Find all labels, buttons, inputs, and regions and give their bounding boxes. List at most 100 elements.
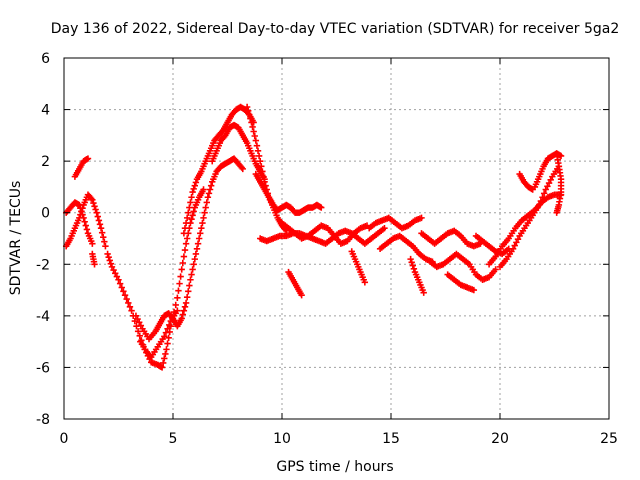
data-point [253, 142, 261, 149]
data-point [410, 265, 418, 272]
data-point [257, 157, 264, 165]
data-point [102, 243, 109, 250]
y-tick-labels: -8 -6 -4 -2 0 2 4 6 [36, 51, 50, 428]
data-point [537, 197, 545, 205]
data-point [88, 195, 95, 202]
data-point [81, 218, 88, 225]
data-point [191, 182, 198, 189]
y-tick-label: -4 [36, 309, 50, 325]
data-point [185, 288, 192, 295]
data-point [409, 262, 416, 269]
data-point [179, 311, 187, 318]
data-point [248, 119, 255, 126]
x-tick-label: 15 [382, 431, 400, 447]
series-arc-mid-8 [444, 271, 478, 294]
data-point [181, 224, 189, 232]
data-point [249, 123, 256, 131]
data-point [197, 230, 204, 237]
data-point [204, 194, 212, 201]
data-point [162, 329, 170, 336]
data-point [218, 128, 226, 135]
series-arc-low-10 [285, 268, 305, 299]
data-point [126, 303, 134, 311]
data-point [251, 132, 258, 140]
data-point [221, 133, 228, 140]
data-point [190, 261, 197, 268]
data-point [205, 190, 213, 197]
data-point [176, 280, 183, 287]
data-point [121, 292, 129, 299]
data-point [186, 282, 193, 289]
data-point [128, 307, 135, 314]
data-point [246, 111, 253, 118]
data-point [98, 229, 106, 236]
data-point [381, 224, 388, 232]
data-point [174, 294, 181, 302]
data-point [178, 315, 185, 322]
data-point [514, 235, 522, 243]
data-point [180, 253, 188, 260]
data-point [188, 271, 195, 278]
series-arc-mid-7 [427, 250, 499, 283]
data-point [161, 355, 168, 362]
data-point [136, 319, 143, 326]
data-point [96, 221, 104, 228]
axis-ticks [63, 57, 610, 420]
data-point [79, 205, 86, 212]
data-point [509, 245, 517, 253]
data-point [183, 214, 191, 222]
data-point [93, 209, 100, 216]
data-point [115, 276, 122, 283]
series-arc-mid-3 [366, 214, 425, 232]
data-point [195, 235, 203, 242]
data-point [178, 266, 185, 273]
data-point [83, 226, 91, 233]
y-tick-label: 4 [41, 103, 50, 119]
data-point [545, 179, 553, 187]
data-point [183, 235, 191, 242]
data-point [408, 259, 415, 266]
data-point [420, 289, 427, 296]
data-point [175, 287, 182, 294]
data-point [189, 212, 196, 219]
data-point [239, 165, 246, 173]
data-point [247, 115, 254, 122]
data-point [137, 322, 145, 329]
x-tick-label: 10 [273, 431, 291, 447]
data-point [105, 253, 112, 261]
data-point [182, 299, 190, 307]
series-arc-mid-5 [407, 255, 427, 296]
data-point [97, 224, 105, 232]
x-tick-label: 25 [600, 431, 618, 447]
y-tick-label: 2 [41, 154, 50, 170]
data-point [544, 183, 551, 190]
data-point [361, 279, 369, 286]
series-arc-main-3 [137, 307, 181, 361]
data-point [200, 186, 207, 193]
data-point [174, 307, 181, 314]
data-point [89, 196, 96, 204]
data-point [245, 107, 252, 115]
data-point [511, 242, 518, 249]
data-point [252, 137, 260, 144]
data-point [120, 288, 127, 295]
data-point [547, 176, 554, 184]
data-point [95, 217, 103, 224]
series-arc-mid-6 [418, 227, 484, 250]
data-point [161, 333, 168, 340]
x-axis-label: GPS time / hours [276, 459, 393, 475]
data-point [181, 303, 189, 311]
data-point [199, 219, 206, 227]
series-arc-end-vert [553, 150, 565, 216]
y-tick-label: 6 [41, 51, 50, 67]
data-point [123, 295, 130, 303]
data-point [76, 214, 83, 222]
data-point [470, 286, 478, 294]
data-point [158, 364, 166, 371]
data-point [194, 240, 202, 247]
data-point [164, 340, 171, 347]
data-point [193, 245, 201, 253]
data-point [165, 334, 172, 341]
data-point [182, 240, 190, 247]
data-point [181, 246, 189, 254]
